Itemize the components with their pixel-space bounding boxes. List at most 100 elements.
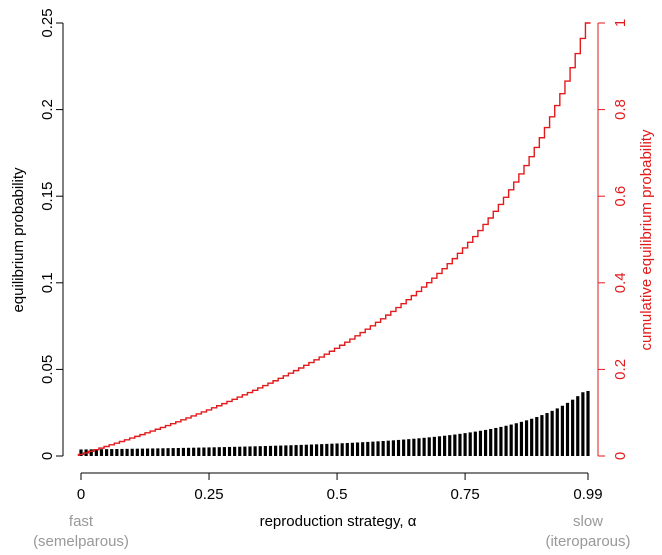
x-tick-label: 0: [77, 486, 85, 503]
bar: [227, 446, 232, 456]
bar: [105, 449, 109, 456]
cumulative-line: [77, 22, 591, 456]
bar: [314, 444, 319, 456]
bar: [309, 444, 314, 456]
bar: [299, 444, 303, 456]
bar: [330, 443, 334, 456]
x-tick-label: 0.99: [573, 486, 602, 503]
bar: [448, 435, 452, 456]
bar: [417, 438, 421, 456]
left-tick-label: 0.25: [39, 8, 56, 37]
cumulative-line-group: [77, 22, 591, 456]
left-tick-label: 0: [39, 452, 56, 460]
bar: [437, 436, 442, 456]
bar: [381, 441, 385, 456]
bar: [499, 426, 503, 456]
bar: [151, 448, 155, 456]
y-axis-right-title: cumulative equilibrium probability: [638, 129, 655, 350]
bar: [120, 448, 124, 456]
left-tick-label: 0.2: [39, 99, 56, 120]
bar: [402, 439, 406, 456]
x-tick-label: 0.5: [327, 486, 348, 503]
bar: [386, 440, 390, 456]
bar: [576, 396, 580, 456]
bar: [350, 442, 355, 456]
bar: [186, 447, 191, 456]
right-tick-label: 0.6: [612, 186, 629, 207]
bar: [468, 432, 472, 456]
x-axis-title: reproduction strategy, α: [260, 513, 417, 530]
bar: [248, 446, 252, 456]
bar: [115, 449, 119, 456]
bar: [304, 444, 308, 456]
x-end-label-fast: fast: [69, 513, 94, 530]
x-end-label-semelparous: (semelparous): [33, 533, 129, 550]
bar: [407, 439, 411, 456]
bar: [371, 441, 375, 456]
bar: [217, 447, 221, 456]
bar: [571, 399, 575, 456]
bar: [453, 434, 457, 456]
bar: [166, 448, 170, 456]
left-y-axis: 0 0.05 0.1 0.15 0.2 0.25: [39, 8, 64, 460]
x-tick-label: 0.75: [450, 486, 479, 503]
bar: [376, 441, 380, 456]
x-tick-label: 0.25: [194, 486, 223, 503]
right-tick-label: 0: [612, 452, 629, 460]
bar: [366, 441, 370, 456]
bar: [253, 446, 257, 456]
bar: [396, 439, 401, 456]
bar: [391, 440, 395, 456]
bar: [238, 446, 242, 456]
bar: [274, 445, 278, 456]
bar: [289, 445, 293, 456]
bar-group: [79, 390, 590, 456]
bar: [550, 410, 554, 456]
bar: [565, 402, 570, 456]
bar: [202, 447, 206, 456]
y-axis-title: equilibrium probability: [10, 167, 27, 313]
bar: [478, 430, 483, 456]
left-tick-label: 0.05: [39, 355, 56, 384]
x-axis: 0 0.25 0.5 0.75 0.99: [77, 472, 603, 503]
bar: [140, 448, 145, 456]
bar: [412, 438, 416, 456]
bar: [207, 447, 211, 456]
bar: [94, 449, 98, 456]
bar: [586, 390, 590, 456]
bar: [110, 449, 114, 456]
bar: [340, 443, 344, 456]
x-end-label-slow: slow: [573, 513, 603, 530]
bar: [427, 437, 431, 456]
bar: [279, 445, 283, 456]
bar: [263, 446, 267, 456]
bar: [489, 428, 493, 456]
bar: [535, 416, 539, 456]
left-tick-label: 0.1: [39, 272, 56, 293]
bar: [135, 448, 139, 456]
bar: [458, 433, 462, 456]
bar: [79, 449, 83, 456]
bar: [473, 431, 477, 456]
bar: [504, 425, 508, 456]
bar: [494, 427, 498, 456]
bar: [294, 445, 298, 456]
bar: [284, 445, 288, 456]
bar: [258, 446, 262, 456]
bar: [161, 448, 165, 456]
bar: [268, 445, 273, 456]
bar: [145, 448, 150, 456]
bar: [524, 420, 529, 456]
bar: [197, 447, 201, 456]
bar: [130, 448, 134, 456]
bar: [99, 449, 104, 456]
bar: [181, 447, 186, 456]
bar: [325, 443, 329, 456]
bar: [581, 392, 585, 456]
right-tick-label: 0.8: [612, 99, 629, 120]
bar: [530, 418, 534, 456]
bar: [89, 449, 93, 456]
bar: [422, 437, 426, 456]
bar: [192, 447, 196, 456]
bar: [222, 447, 226, 456]
